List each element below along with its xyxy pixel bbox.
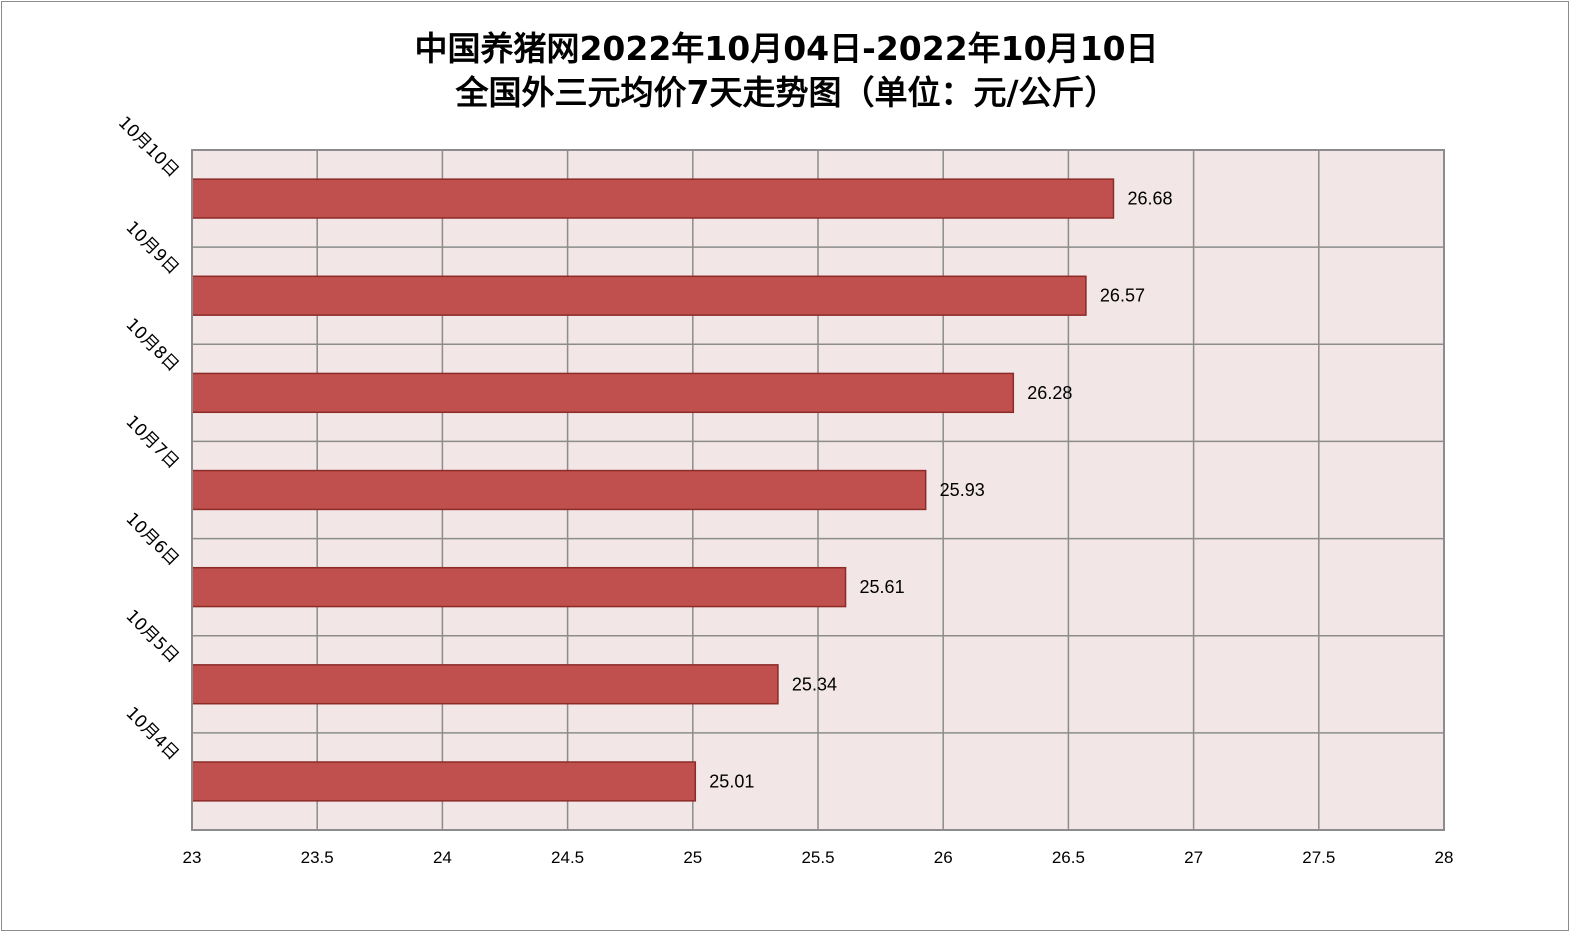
bars	[191, 178, 1115, 802]
y-tick-label: 10月7日	[121, 412, 182, 473]
bar	[191, 566, 847, 608]
x-tick-label: 23.5	[301, 848, 334, 867]
y-tick-label: 10月6日	[121, 509, 182, 570]
bar	[191, 664, 779, 705]
plot-border	[191, 149, 1445, 831]
chart-title: 中国养猪网2022年10月04日-2022年10月10日	[414, 29, 1159, 68]
bar	[191, 275, 1087, 316]
x-tick-label: 24	[433, 848, 452, 867]
x-tick-label: 25	[683, 848, 702, 867]
data-label: 25.93	[940, 480, 985, 500]
y-tick-label: 10月4日	[121, 703, 182, 764]
bar	[191, 469, 927, 511]
x-tick-label: 25.5	[801, 848, 834, 867]
data-label: 26.57	[1100, 286, 1145, 306]
x-tick-label: 28	[1435, 848, 1454, 867]
y-tick-label: 10月5日	[121, 606, 182, 667]
data-label: 26.68	[1127, 189, 1172, 209]
y-tick-label: 10月10日	[114, 113, 183, 182]
x-tick-label: 27.5	[1302, 848, 1335, 867]
data-label: 25.01	[709, 771, 754, 791]
x-axis-ticks: 23 23.5 24 24.5 25 25.5 26 26.5 27 27.5 28	[183, 848, 1454, 867]
y-tick-label: 10月9日	[121, 218, 182, 279]
data-label: 26.28	[1027, 383, 1072, 403]
data-labels: 25.01 25.34 25.61 25.93 26.28 26.57 26.68	[709, 189, 1172, 792]
data-label: 25.34	[792, 674, 837, 694]
y-tick-label: 10月8日	[121, 315, 182, 376]
x-tick-label: 27	[1184, 848, 1203, 867]
x-tick-label: 24.5	[551, 848, 584, 867]
chart-subtitle: 全国外三元均价7天走势图（单位：元/公斤）	[455, 73, 1118, 112]
data-label: 25.61	[860, 577, 905, 597]
bar	[191, 178, 1115, 219]
x-tick-label: 23	[183, 848, 202, 867]
x-tick-label: 26	[934, 848, 953, 867]
bar	[191, 761, 697, 802]
y-axis-ticks: 10月4日 10月5日 10月6日 10月7日 10月8日 10月9日 10月10日	[114, 113, 183, 765]
bar	[191, 372, 1015, 414]
x-tick-label: 26.5	[1052, 848, 1085, 867]
